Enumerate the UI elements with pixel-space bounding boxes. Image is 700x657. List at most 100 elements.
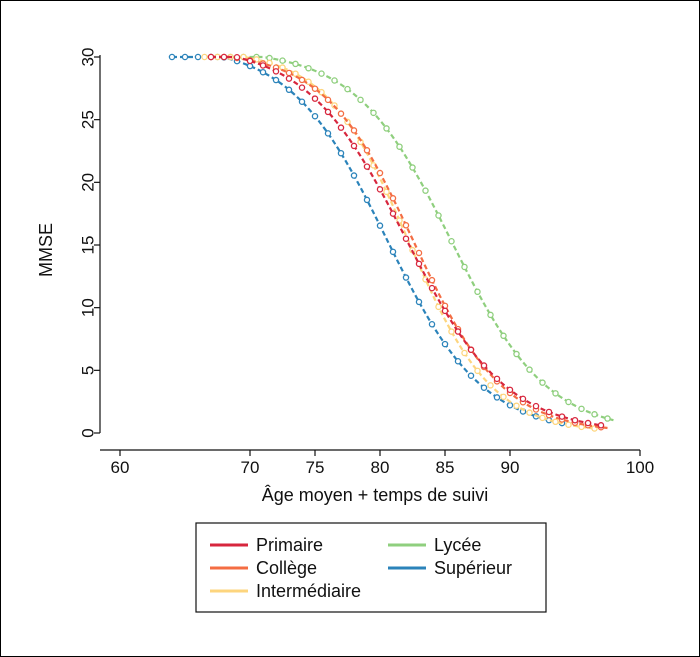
data-point [441, 307, 449, 315]
data-point [311, 112, 319, 120]
data-point [246, 57, 254, 65]
data-point [324, 130, 332, 137]
y-tick-label: 20 [79, 173, 98, 192]
data-point [591, 411, 598, 418]
data-point [461, 349, 468, 357]
data-point [311, 95, 319, 102]
data-point [298, 76, 306, 84]
data-point [565, 398, 572, 406]
data-point [272, 68, 280, 75]
data-point [318, 70, 325, 77]
series-layer [168, 53, 615, 432]
data-point [357, 96, 364, 104]
data-point [259, 68, 267, 76]
data-point [435, 303, 442, 311]
data-point [337, 110, 345, 117]
data-point [428, 276, 436, 284]
data-point [454, 357, 462, 365]
data-point [402, 222, 410, 229]
data-point [402, 235, 410, 242]
data-point [344, 85, 351, 93]
series-line [211, 55, 608, 430]
data-point [493, 394, 501, 401]
data-point [337, 124, 345, 131]
data-point [305, 64, 312, 72]
series-primaire [207, 53, 605, 429]
x-tick-label: 90 [501, 458, 520, 477]
data-point [571, 416, 579, 424]
data-point [454, 328, 462, 335]
legend-label: Collège [256, 558, 317, 578]
data-point [350, 142, 358, 150]
y-tick-label: 15 [79, 236, 98, 255]
data-point [376, 169, 384, 177]
data-point [526, 366, 533, 373]
data-point [279, 57, 286, 64]
x-tick-label: 85 [436, 458, 455, 477]
data-point [448, 237, 455, 245]
data-point [467, 346, 475, 354]
series-line [217, 55, 615, 422]
y-tick-label: 10 [79, 298, 98, 317]
data-point [441, 340, 449, 348]
data-point [487, 311, 494, 319]
legend-label: Supérieur [434, 558, 512, 578]
data-point [539, 379, 546, 386]
data-point [415, 249, 423, 257]
legend-label: Lycée [434, 535, 481, 555]
y-tick-label: 0 [79, 428, 98, 437]
data-point [350, 172, 358, 179]
data-point [500, 332, 507, 340]
data-point [246, 62, 254, 70]
x-tick-label: 80 [371, 458, 390, 477]
y-ticks: 0 5 10 15 20 25 30 [79, 48, 100, 438]
x-tick-label: 60 [111, 458, 130, 477]
legend-label: Intermédiaire [256, 581, 361, 601]
data-point [370, 109, 377, 117]
data-point [285, 75, 293, 82]
data-point [584, 419, 592, 427]
x-tick-label: 100 [626, 458, 654, 477]
data-point [331, 77, 338, 84]
data-point [363, 196, 371, 204]
data-point [409, 164, 416, 171]
data-point [389, 195, 397, 202]
x-ticks: 60 70 75 80 85 90 100 [111, 450, 654, 477]
series-line [204, 55, 595, 430]
legend-item: Supérieur [388, 558, 512, 578]
data-point [480, 362, 488, 369]
data-point [168, 53, 176, 61]
data-point [376, 186, 384, 193]
x-tick-label: 70 [241, 458, 260, 477]
data-point [448, 328, 455, 335]
data-point [324, 108, 332, 116]
data-point [467, 372, 475, 379]
legend-item: Intermédiaire [210, 581, 361, 601]
series-lycée [214, 53, 615, 422]
data-point [487, 382, 494, 389]
data-point [285, 69, 293, 77]
data-point [415, 298, 423, 306]
x-tick-label: 75 [306, 458, 325, 477]
y-tick-label: 25 [79, 110, 98, 129]
legend-box [195, 522, 547, 613]
data-point [519, 395, 527, 403]
data-point [383, 188, 390, 196]
data-point [493, 375, 501, 383]
data-point [292, 60, 299, 68]
legend-item: Collège [210, 558, 317, 578]
data-point [545, 408, 553, 416]
data-point [324, 96, 332, 104]
data-point [350, 127, 358, 134]
data-point [194, 53, 202, 61]
data-point [285, 86, 293, 94]
data-point [292, 70, 299, 77]
data-point [259, 62, 267, 69]
data-point [480, 384, 488, 391]
data-point [337, 149, 345, 157]
series-supérieur [168, 53, 569, 427]
data-point [402, 274, 410, 281]
data-point [396, 143, 403, 150]
data-point [383, 125, 390, 132]
data-point [526, 409, 533, 416]
